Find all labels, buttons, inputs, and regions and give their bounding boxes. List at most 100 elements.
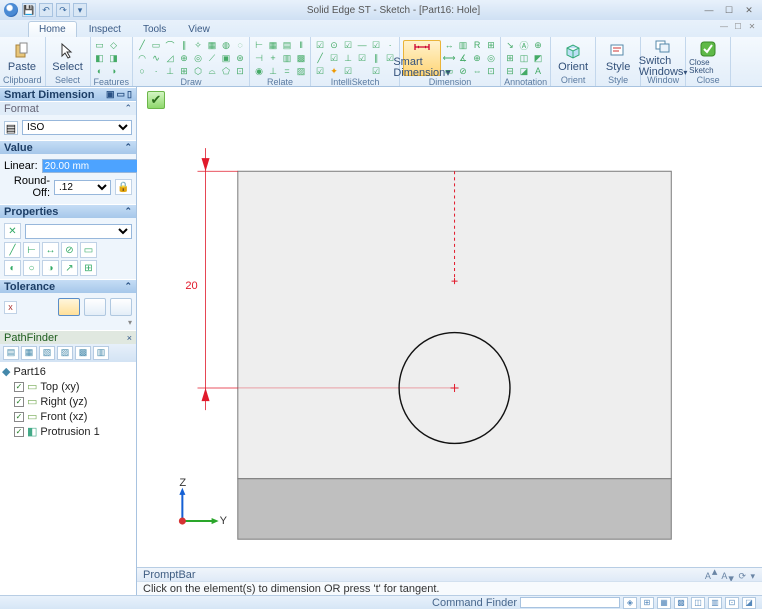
is-tool[interactable]: ·	[384, 39, 396, 51]
dimension-text[interactable]: 20	[185, 280, 197, 292]
tree-item[interactable]: ✓▭Front (xz)	[2, 409, 134, 424]
is-tool[interactable]: ∥	[370, 52, 382, 64]
draw-tool[interactable]: ◌	[234, 39, 246, 51]
draw-tool[interactable]: ⊛	[234, 52, 246, 64]
chamfer-tool[interactable]: ◿	[164, 52, 176, 64]
feature-btn[interactable]: ▭	[94, 39, 106, 51]
feature-btn[interactable]: ◐	[94, 65, 106, 77]
pf-tool[interactable]: ▤	[3, 346, 19, 360]
anno-tool[interactable]: ⊕	[532, 39, 544, 51]
is-tool[interactable]: ☑	[370, 65, 382, 77]
smart-dim-header[interactable]: Smart Dimension ▣ ▭ ▯	[0, 87, 136, 101]
relate-tool[interactable]: =	[281, 65, 293, 77]
dim-tool[interactable]: ⊕	[471, 52, 483, 64]
minimize-button[interactable]: —	[700, 4, 718, 16]
pathfinder-tree[interactable]: ◆Part16 ✓▭Top (xy) ✓▭Right (yz) ✓▭Front …	[0, 362, 136, 595]
draw-tool[interactable]: ⊕	[178, 52, 190, 64]
relate-tool[interactable]: +	[267, 52, 279, 64]
prop-tool[interactable]: ⊢	[23, 242, 40, 258]
redo-icon[interactable]: ↷	[56, 3, 70, 17]
tree-root[interactable]: ◆Part16	[2, 364, 134, 379]
anno-tool[interactable]: ⊟	[504, 65, 516, 77]
status-icon[interactable]: ◈	[623, 597, 637, 609]
prop-tool[interactable]: ✕	[4, 223, 21, 239]
draw-tool[interactable]: ∥	[178, 39, 190, 51]
pf-tool[interactable]: ▥	[93, 346, 109, 360]
feature-btn[interactable]: ◑	[108, 65, 120, 77]
close-button[interactable]: ✕	[740, 4, 758, 16]
prop-tool[interactable]: ⊞	[80, 260, 97, 276]
prop-tool[interactable]: ◑	[42, 260, 59, 276]
is-tool[interactable]: ⊥	[342, 52, 354, 64]
qat-more-icon[interactable]: ▾	[73, 3, 87, 17]
is-tool[interactable]: ✦	[328, 65, 340, 77]
tree-item[interactable]: ✓▭Right (yz)	[2, 394, 134, 409]
dim-tool[interactable]: ⇔	[471, 65, 483, 77]
orient-button[interactable]: Orient	[554, 39, 592, 75]
line-tool[interactable]: ╱	[136, 39, 148, 51]
relate-tool[interactable]: ‖	[295, 39, 307, 51]
draw-tool[interactable]: ▣	[220, 52, 232, 64]
mdi-restore[interactable]: ☐	[732, 22, 744, 32]
draw-tool[interactable]: ⬡	[192, 65, 204, 77]
dim-tool[interactable]: ⊞	[485, 39, 497, 51]
tree-item[interactable]: ✓▭Top (xy)	[2, 379, 134, 394]
rect-tool[interactable]: ▭	[150, 39, 162, 51]
tol-type-nominal[interactable]	[58, 298, 80, 316]
draw-tool[interactable]: ⊞	[178, 65, 190, 77]
paste-button[interactable]: Paste	[3, 39, 41, 75]
curve-tool[interactable]: ∿	[150, 52, 162, 64]
anno-tool[interactable]: ⊞	[504, 52, 516, 64]
pathfinder-header[interactable]: PathFinder ×	[0, 330, 136, 344]
dim-tool[interactable]: ⊘	[457, 65, 469, 77]
mdi-minimize[interactable]: —	[718, 22, 730, 32]
chevron-up-icon[interactable]: ⌃	[124, 281, 132, 292]
relate-tool[interactable]: ⊣	[253, 52, 265, 64]
feature-btn[interactable]: ◨	[108, 52, 120, 64]
prop-tool[interactable]: ╱	[4, 242, 21, 258]
opts-icon[interactable]: ▭	[117, 89, 126, 100]
properties-header[interactable]: Properties ⌃	[0, 204, 136, 218]
undo-icon[interactable]: ↶	[39, 3, 53, 17]
tol-type-limits[interactable]	[84, 298, 106, 316]
maximize-button[interactable]: ☐	[720, 4, 738, 16]
relate-tool[interactable]: ⊢	[253, 39, 265, 51]
smart-dimension-button[interactable]: Smart Dimension▾	[403, 40, 441, 76]
relate-tool[interactable]: ⊥	[267, 65, 279, 77]
dim-tool[interactable]: ⊡	[485, 65, 497, 77]
is-tool[interactable]: ☑	[370, 39, 382, 51]
pf-tool[interactable]: ▨	[57, 346, 73, 360]
anno-tool[interactable]: ↘	[504, 39, 516, 51]
dim-tool[interactable]: ↔	[443, 39, 455, 51]
draw-tool[interactable]: ⊥	[164, 65, 176, 77]
draw-tool[interactable]: ◍	[220, 39, 232, 51]
draw-tool[interactable]: ◎	[192, 52, 204, 64]
is-tool[interactable]: ☑	[314, 39, 326, 51]
prop-tool[interactable]: ○	[23, 260, 40, 276]
is-tool[interactable]	[356, 65, 368, 77]
pin-icon[interactable]: ▣	[106, 89, 115, 100]
status-icon[interactable]: ▩	[674, 597, 688, 609]
lock-icon[interactable]: 🔒	[115, 179, 132, 195]
is-tool[interactable]: ☑	[356, 52, 368, 64]
more-dropdown[interactable]: ▾	[4, 318, 132, 327]
prop-tool[interactable]: ↔	[42, 242, 59, 258]
select-button[interactable]: Select	[49, 39, 87, 75]
tab-home[interactable]: Home	[28, 21, 77, 37]
is-tool[interactable]: ☑	[314, 65, 326, 77]
status-icon[interactable]: ◪	[742, 597, 756, 609]
chevron-up-icon[interactable]: ⌃	[124, 142, 132, 153]
chevron-up-icon[interactable]: ⌃	[124, 206, 132, 217]
tol-clear[interactable]: x	[4, 301, 17, 314]
tab-inspect[interactable]: Inspect	[79, 22, 131, 37]
tree-item[interactable]: ✓◧Protrusion 1	[2, 424, 134, 439]
anno-tool[interactable]: Ⓐ	[518, 39, 530, 51]
status-icon[interactable]: ▦	[657, 597, 671, 609]
draw-tool[interactable]: ✧	[192, 39, 204, 51]
relate-tool[interactable]: ▦	[267, 39, 279, 51]
pf-tool[interactable]: ▦	[21, 346, 37, 360]
value-header[interactable]: Value ⌃	[0, 140, 136, 154]
mdi-close[interactable]: ✕	[746, 22, 758, 32]
prop-tool[interactable]: ⊘	[61, 242, 78, 258]
command-finder-input[interactable]	[520, 597, 620, 608]
